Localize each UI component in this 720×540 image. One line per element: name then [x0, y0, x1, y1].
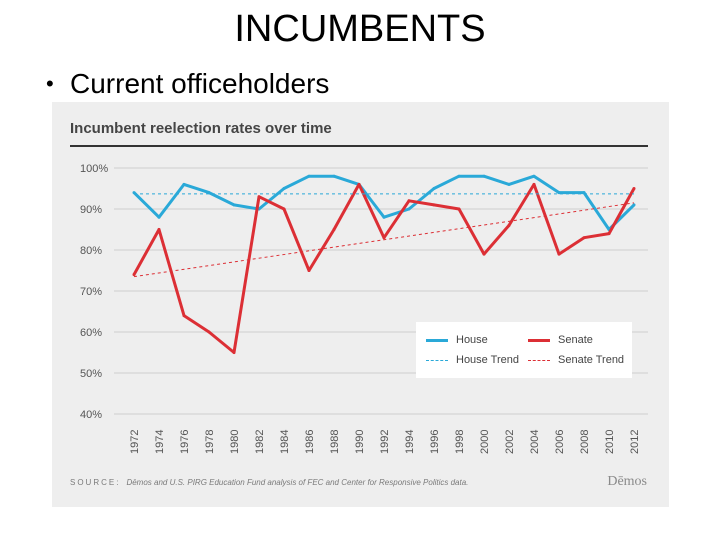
x-tick-label: 1982	[254, 430, 266, 454]
legend-senate-trend: Senate Trend	[528, 354, 624, 366]
x-tick-label: 2002	[504, 430, 516, 454]
data-point-house	[432, 187, 436, 190]
legend-label-house: House	[456, 334, 488, 346]
y-tick-label: 60%	[80, 327, 102, 339]
x-tick-label: 2010	[604, 430, 616, 454]
x-tick-label: 1972	[129, 430, 141, 454]
data-point-senate	[582, 236, 586, 240]
x-tick-label: 1998	[454, 430, 466, 454]
bullet-text: Current officeholders	[70, 68, 330, 99]
chart-title: Incumbent reelection rates over time	[70, 120, 332, 137]
chart-legend: House Senate House Trend Senate Trend	[416, 322, 632, 378]
data-point-senate	[282, 207, 286, 211]
y-tick-label: 80%	[80, 245, 102, 257]
data-point-house	[332, 174, 336, 178]
x-tick-label: 1986	[304, 430, 316, 454]
x-tick-label: 2008	[579, 430, 591, 454]
data-point-senate	[532, 182, 536, 186]
source-label: SOURCE:	[70, 478, 121, 487]
data-point-senate	[382, 236, 386, 240]
brand-logo: Dēmos	[607, 474, 647, 489]
x-tick-label: 1994	[404, 430, 416, 454]
data-point-house	[232, 203, 236, 207]
slide-title: INCUMBENTS	[234, 8, 486, 50]
data-point-senate	[332, 228, 336, 231]
data-point-house	[557, 191, 561, 195]
x-tick-label: 2012	[629, 430, 641, 454]
data-point-senate	[182, 314, 186, 318]
legend-swatch-senate	[528, 338, 550, 342]
data-point-senate	[457, 207, 461, 211]
data-point-senate	[207, 330, 211, 334]
y-tick-label: 90%	[80, 204, 102, 216]
x-tick-label: 1996	[429, 430, 441, 454]
data-point-senate	[132, 273, 136, 277]
bullet-icon: •	[46, 71, 54, 96]
x-tick-label: 2000	[479, 430, 491, 454]
chart-figure: Incumbent reelection rates over time 40%…	[52, 102, 669, 507]
legend-house: House	[426, 334, 488, 346]
data-point-senate	[232, 351, 236, 354]
series-line-senate-trend	[133, 202, 635, 278]
x-tick-label: 1976	[179, 430, 191, 454]
bullet-item: • Current officeholders	[46, 68, 329, 100]
x-tick-label: 1978	[204, 430, 216, 454]
x-tick-label: 1990	[354, 430, 366, 454]
data-point-senate	[307, 269, 311, 272]
data-point-senate	[607, 232, 611, 236]
data-point-senate	[407, 199, 411, 203]
legend-label-senate: Senate	[558, 334, 593, 346]
legend-senate: Senate	[528, 334, 593, 346]
data-point-senate	[557, 252, 561, 256]
data-point-senate	[507, 223, 511, 227]
data-point-house	[457, 174, 461, 178]
data-point-house	[507, 182, 511, 186]
data-point-senate	[432, 203, 436, 207]
data-point-senate	[157, 228, 161, 231]
x-tick-label: 1984	[279, 430, 291, 454]
legend-swatch-house	[426, 338, 448, 342]
data-point-house	[282, 187, 286, 190]
data-point-house	[407, 207, 411, 211]
legend-house-trend: House Trend	[426, 354, 519, 366]
y-tick-label: 40%	[80, 409, 102, 421]
data-point-senate	[632, 187, 636, 190]
data-point-senate	[357, 182, 361, 186]
series-line-house	[132, 174, 636, 231]
data-point-house	[382, 215, 386, 219]
data-point-senate	[257, 195, 261, 199]
y-tick-label: 100%	[80, 163, 108, 175]
x-tick-label: 1980	[229, 430, 241, 454]
x-tick-label: 1988	[329, 430, 341, 454]
data-point-house	[632, 203, 636, 207]
title-rule	[70, 145, 648, 147]
legend-swatch-senate-trend	[528, 359, 550, 361]
source-note: SOURCE: Dēmos and U.S. PIRG Education Fun…	[70, 478, 468, 487]
data-point-house	[157, 215, 161, 219]
x-tick-label: 2006	[554, 430, 566, 454]
x-tick-label: 1974	[154, 430, 166, 454]
source-text: Dēmos and U.S. PIRG Education Fund analy…	[126, 478, 469, 487]
x-tick-label: 1992	[379, 430, 391, 454]
data-point-senate	[482, 252, 486, 256]
data-point-house	[182, 182, 186, 186]
legend-swatch-house-trend	[426, 359, 448, 361]
legend-label-senate-trend: Senate Trend	[558, 354, 625, 366]
y-tick-label: 70%	[80, 286, 102, 298]
legend-label-house-trend: House Trend	[456, 354, 519, 366]
chart-plot: 40% 50% 60% 70% 80% 90% 100% 1972 1974 1976 1978 19…	[80, 163, 648, 454]
x-tick-label: 2004	[529, 430, 541, 454]
data-point-house	[532, 174, 536, 178]
data-point-house	[482, 174, 486, 178]
y-tick-label: 50%	[80, 368, 102, 380]
data-point-house	[307, 174, 311, 178]
